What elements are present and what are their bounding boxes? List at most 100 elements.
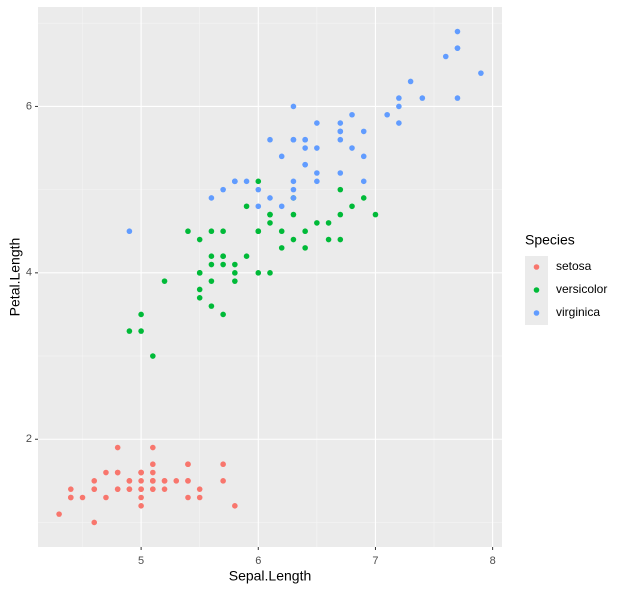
point xyxy=(419,95,426,101)
point xyxy=(267,270,273,276)
point xyxy=(267,211,273,218)
point xyxy=(220,228,226,235)
point xyxy=(68,486,74,492)
point xyxy=(325,236,332,243)
point xyxy=(442,53,449,60)
point xyxy=(314,178,320,185)
point xyxy=(220,253,226,259)
point xyxy=(325,220,332,226)
point xyxy=(278,153,285,160)
point xyxy=(56,511,62,517)
legend-label: versicolor xyxy=(556,282,607,296)
point xyxy=(278,245,285,251)
point xyxy=(232,503,238,509)
point xyxy=(161,486,168,492)
point xyxy=(138,486,144,492)
point xyxy=(290,211,297,218)
point xyxy=(91,519,98,526)
point xyxy=(150,469,156,476)
point xyxy=(138,469,144,476)
point xyxy=(290,136,297,143)
point xyxy=(360,128,367,135)
legend-label: virginica xyxy=(556,305,600,319)
point xyxy=(114,469,121,476)
point xyxy=(290,195,297,201)
point xyxy=(243,178,250,185)
x-axis-title: Sepal.Length xyxy=(229,568,312,584)
point xyxy=(196,494,203,501)
point xyxy=(138,494,144,501)
x-tick-label: 8 xyxy=(490,555,496,567)
point xyxy=(220,478,226,484)
point xyxy=(232,270,238,276)
point xyxy=(150,486,156,492)
point xyxy=(407,78,414,85)
point xyxy=(302,136,308,143)
x-tick-label: 5 xyxy=(138,555,144,567)
point xyxy=(255,270,262,276)
point xyxy=(360,153,367,160)
point xyxy=(114,444,121,451)
point xyxy=(232,261,238,268)
point xyxy=(196,295,203,301)
point xyxy=(314,170,320,176)
point xyxy=(138,478,144,484)
point xyxy=(314,220,320,226)
y-tick-label: 4 xyxy=(26,267,32,279)
point xyxy=(360,195,367,201)
point xyxy=(290,103,297,110)
point xyxy=(138,311,144,318)
legend-marker xyxy=(533,287,540,293)
point xyxy=(314,145,320,151)
point xyxy=(454,28,461,35)
y-tick-label: 6 xyxy=(26,100,32,112)
point xyxy=(349,145,355,151)
point xyxy=(196,236,203,243)
point xyxy=(196,270,203,276)
point xyxy=(185,478,191,484)
point xyxy=(337,128,344,135)
point xyxy=(114,486,121,492)
point xyxy=(314,120,320,126)
point xyxy=(232,278,238,284)
point xyxy=(196,486,203,492)
point xyxy=(150,444,156,451)
point xyxy=(337,236,344,243)
point xyxy=(196,286,203,293)
points xyxy=(56,28,484,526)
point xyxy=(208,303,215,309)
point xyxy=(185,494,191,501)
y-axis-title: Petal.Length xyxy=(7,238,23,317)
legend-title: Species xyxy=(525,232,575,248)
legend: setosa versicolor virginica xyxy=(525,256,607,325)
point xyxy=(396,120,402,126)
point xyxy=(255,228,262,235)
point xyxy=(290,178,297,185)
point xyxy=(396,103,402,110)
point xyxy=(290,186,297,193)
point xyxy=(478,70,484,76)
point xyxy=(103,494,109,501)
point xyxy=(79,494,86,501)
point xyxy=(349,203,355,210)
point xyxy=(91,478,98,484)
point xyxy=(126,486,133,492)
point xyxy=(255,178,262,185)
point xyxy=(220,311,226,318)
point xyxy=(208,195,215,201)
point xyxy=(220,186,226,193)
point xyxy=(208,278,215,284)
point xyxy=(302,161,308,168)
point xyxy=(255,186,262,193)
point xyxy=(138,503,144,509)
point xyxy=(337,186,344,193)
point xyxy=(68,494,74,501)
point xyxy=(267,220,273,226)
point xyxy=(302,145,308,151)
point xyxy=(220,461,226,468)
point xyxy=(138,328,144,334)
point xyxy=(454,45,461,51)
point xyxy=(126,328,133,334)
point xyxy=(91,486,98,492)
